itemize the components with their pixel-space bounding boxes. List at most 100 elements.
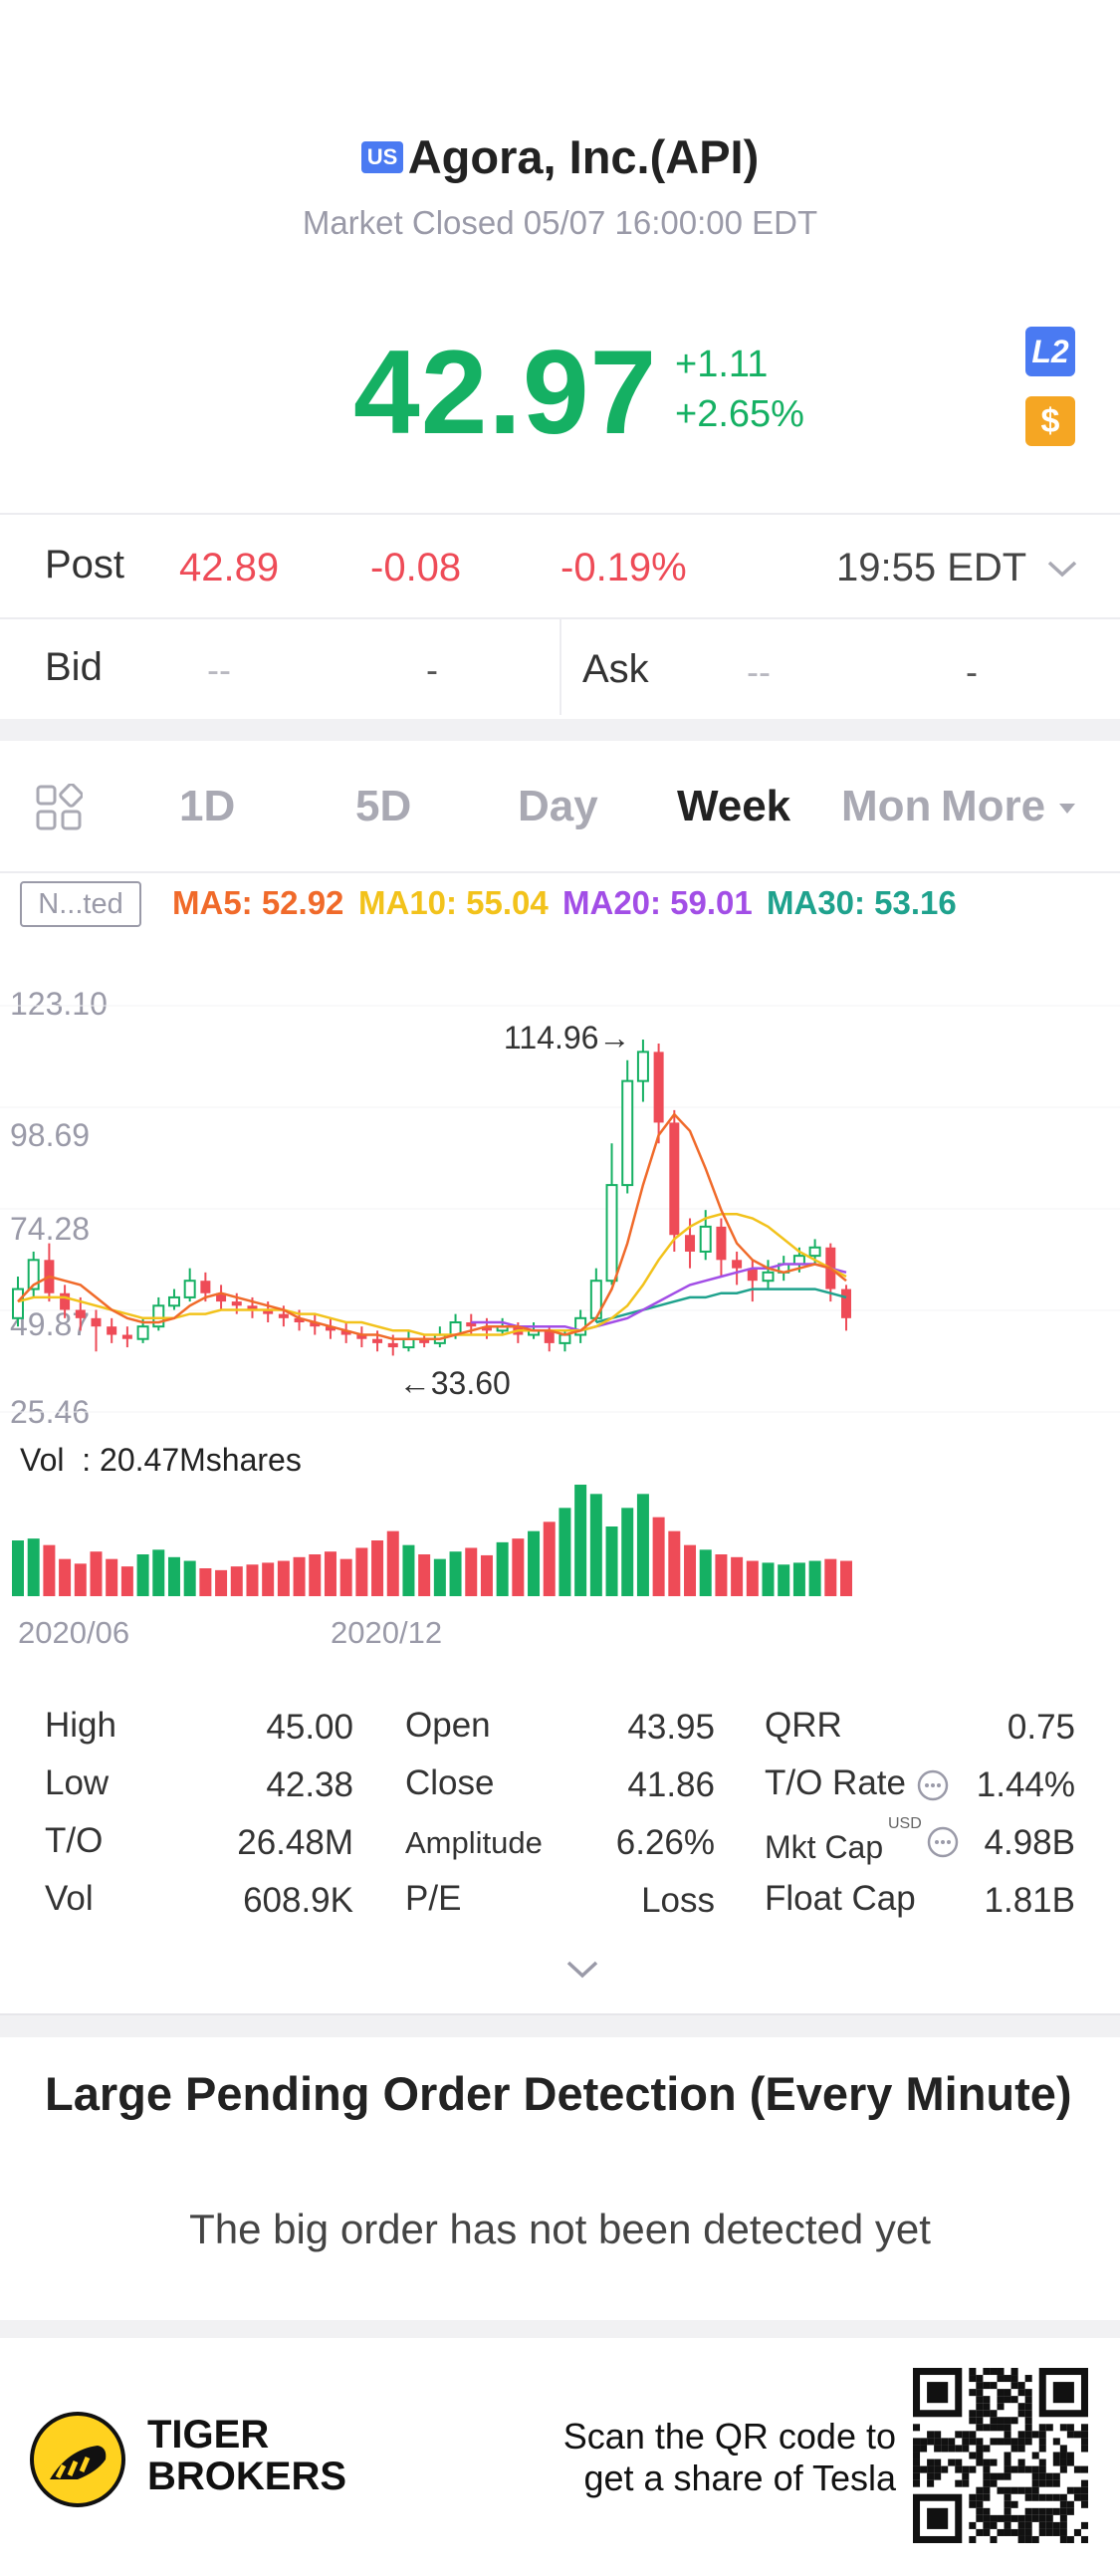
post-change-pct: -0.19% xyxy=(560,546,687,589)
tab-1d[interactable]: 1D xyxy=(179,782,236,830)
volume-bar xyxy=(106,1558,118,1596)
dollar-badge[interactable]: $ xyxy=(1025,396,1075,446)
volume-bar xyxy=(386,1530,399,1596)
candle-body xyxy=(107,1326,117,1335)
candle-body xyxy=(466,1321,477,1327)
candle-body xyxy=(183,1280,196,1298)
volume-bar xyxy=(167,1556,180,1596)
candle-body xyxy=(841,1288,851,1318)
post-price: 42.89 xyxy=(179,546,280,589)
volume-bar xyxy=(589,1494,602,1596)
market-status: Market Closed 05/07 16:00:00 EDT xyxy=(302,204,818,241)
stock-ticker: (API) xyxy=(649,130,760,183)
stat-close-label: Close xyxy=(405,1763,495,1802)
candle-body xyxy=(481,1326,492,1331)
volume-bar xyxy=(778,1564,790,1596)
volume-bar xyxy=(277,1560,290,1596)
y-tick-label: 123.10 xyxy=(10,986,108,1022)
stat-low-label: Low xyxy=(45,1763,110,1802)
post-time-selector[interactable]: 19:55 EDT xyxy=(836,546,1079,590)
price-change-pct: +2.65% xyxy=(675,393,804,435)
stat-low-value: 42.38 xyxy=(266,1765,353,1804)
volume-bar xyxy=(512,1538,525,1596)
volume-bar xyxy=(824,1558,837,1596)
adjust-selector[interactable]: N...ted xyxy=(20,881,141,927)
post-time: 19:55 EDT xyxy=(836,546,1026,589)
candle-body xyxy=(419,1338,430,1343)
volume-bar xyxy=(12,1540,24,1596)
divider xyxy=(0,2013,1120,2015)
grid-layout-icon[interactable] xyxy=(35,783,84,831)
stat-vol-label: Vol xyxy=(45,1879,94,1918)
tab-mon[interactable]: Mon xyxy=(841,782,932,830)
tab-more[interactable]: More xyxy=(941,782,1077,831)
volume-bar xyxy=(90,1551,103,1596)
stat-turnover-rate-label: T/O Rate xyxy=(765,1763,906,1802)
level2-badge[interactable]: L2 xyxy=(1025,327,1075,376)
stat-amplitude-value: 6.26% xyxy=(615,1823,715,1862)
ask-price: -- xyxy=(747,651,771,692)
candle-body xyxy=(136,1325,149,1340)
candle-body xyxy=(263,1309,274,1314)
tiger-logo-icon xyxy=(30,2412,125,2507)
stat-open-label: Open xyxy=(405,1706,491,1745)
volume-bar xyxy=(480,1554,493,1596)
qr-code xyxy=(913,2368,1088,2543)
candle-body xyxy=(294,1317,305,1322)
bid-label: Bid xyxy=(45,645,103,689)
divider xyxy=(0,871,1120,873)
candle-body xyxy=(605,1184,618,1283)
stat-high-value: 45.00 xyxy=(266,1708,353,1747)
bid-size: - xyxy=(426,649,438,690)
volume-bar xyxy=(293,1556,306,1596)
volume-bar xyxy=(808,1560,821,1596)
candle-body xyxy=(278,1313,289,1318)
volume-bar xyxy=(746,1560,759,1596)
volume-bar xyxy=(668,1530,681,1596)
stat-high-label: High xyxy=(45,1706,116,1745)
volume-bar xyxy=(433,1558,446,1596)
tab-5d[interactable]: 5D xyxy=(355,782,412,830)
volume-bar xyxy=(792,1562,805,1596)
stat-pe-value: Loss xyxy=(641,1881,715,1920)
tab-day[interactable]: Day xyxy=(518,782,598,830)
volume-bar xyxy=(355,1547,368,1596)
volume-bar xyxy=(496,1541,509,1596)
stat-close-value: 41.86 xyxy=(627,1765,715,1804)
ma30-value: MA30: 53.16 xyxy=(767,884,957,921)
ma10-value: MA10: 55.04 xyxy=(358,884,549,921)
ma20-value: MA20: 59.01 xyxy=(562,884,753,921)
stat-mkt-cap-label: Mkt Cap xyxy=(765,1829,884,1865)
post-change: -0.08 xyxy=(370,546,462,589)
footer-banner[interactable]: TIGER BROKERS Scan the QR code to get a … xyxy=(0,2338,1120,2576)
caret-down-icon xyxy=(1059,804,1076,815)
candle-body xyxy=(60,1292,71,1310)
candlestick-chart[interactable] xyxy=(0,976,1120,1434)
candle-body xyxy=(747,1268,758,1282)
info-icon[interactable] xyxy=(926,1825,960,1859)
info-icon[interactable] xyxy=(916,1768,950,1802)
volume-bar xyxy=(636,1494,649,1596)
volume-bar xyxy=(731,1556,744,1596)
candle-body xyxy=(75,1309,86,1318)
ma30-line xyxy=(595,1288,847,1324)
volume-bar xyxy=(762,1562,775,1596)
brand-name-line1: TIGER xyxy=(147,2413,270,2457)
candle-body xyxy=(216,1292,227,1302)
stat-qrr-label: QRR xyxy=(765,1706,842,1745)
volume-bar xyxy=(215,1569,228,1596)
candle-body xyxy=(325,1326,336,1331)
high-annotation: 114.96→ xyxy=(503,1020,631,1055)
stat-vol-value: 608.9K xyxy=(243,1881,353,1920)
candle-body xyxy=(808,1246,821,1258)
ma10-line xyxy=(17,1213,847,1336)
volume-chart[interactable] xyxy=(0,1479,1120,1598)
y-tick-label: 98.69 xyxy=(10,1117,91,1153)
header: US Agora, Inc.(API) xyxy=(0,129,1120,184)
last-price: 42.97 xyxy=(353,326,658,459)
tab-week[interactable]: Week xyxy=(677,782,791,830)
volume-bar xyxy=(449,1551,462,1596)
volume-bar xyxy=(27,1538,40,1596)
expand-chevron-icon[interactable] xyxy=(562,1957,602,1983)
stat-turnover-label: T/O xyxy=(45,1821,104,1860)
